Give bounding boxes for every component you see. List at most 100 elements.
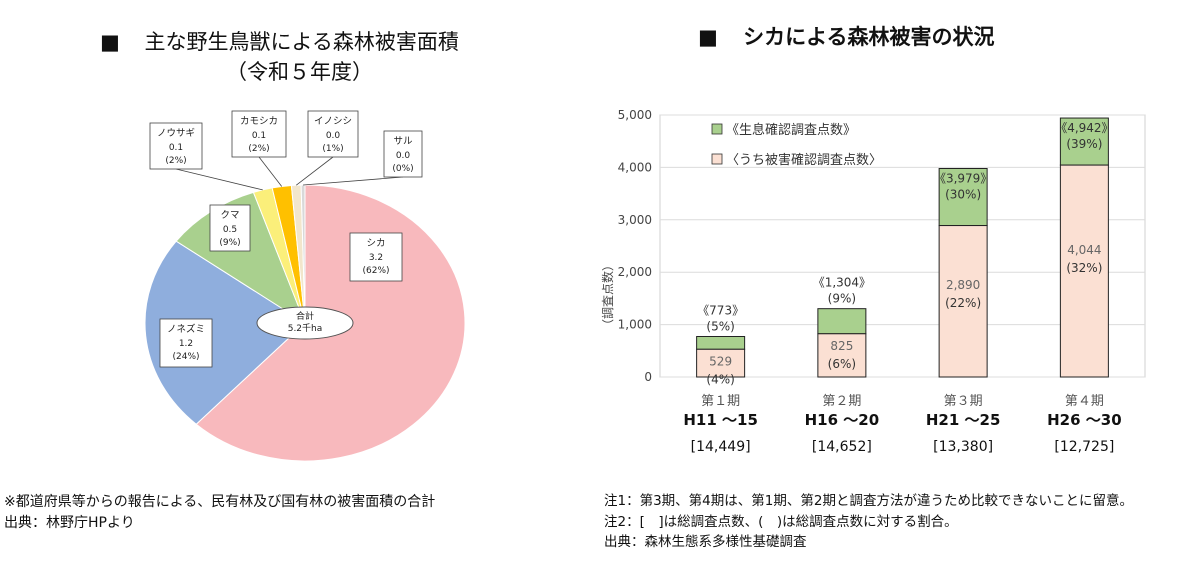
pie-leader-lines	[175, 156, 404, 191]
bar-x-years-1: H16 ～20	[805, 411, 880, 429]
bar-x-total-3: [12,725]	[1054, 439, 1114, 455]
bar-total-label-1: 《1,304》	[813, 276, 871, 290]
bar-y-tick-5: 5,000	[618, 108, 652, 122]
pie-note-1: ※都道府県等からの報告による、民有林及び国有林の被害面積の合計	[4, 494, 436, 510]
bar-x-period-1: 第２期	[822, 394, 861, 409]
pie-label-value-3: 0.1	[169, 143, 183, 153]
bar-total-percent-2: (30%)	[945, 188, 981, 202]
pie-chart: シカ 3.2 (62%) ノネズミ 1.2 (24%) クマ 0.5 (9%) ノウサギ 0.1 (2…	[144, 110, 466, 462]
pie-label-value-6: 0.0	[396, 151, 411, 161]
bar-total-3	[1059, 117, 1109, 166]
bar-damage-label-1: 825	[830, 339, 853, 353]
pie-center-label-line2: 5.2千ha	[288, 323, 323, 334]
bar-damage-label-2: 2,890	[946, 278, 980, 292]
pie-label-box-0	[349, 232, 403, 282]
pie-label-value-5: 0.0	[326, 131, 341, 141]
bar-damage-0	[696, 348, 746, 378]
pie-title-text: 主な野生鳥獣による森林被害面積	[144, 30, 459, 54]
pie-label-box-2	[209, 204, 251, 252]
pie-leader-line-6	[303, 176, 404, 186]
bar-damage-percent-1: (6%)	[828, 357, 856, 371]
pie-label-percent-3: (2%)	[165, 156, 186, 166]
bar-total-label-0: 《773》	[697, 303, 744, 317]
pie-leader-line-4	[258, 156, 283, 187]
bar-x-period-3: 第４期	[1065, 394, 1104, 409]
pie-label-percent-4: (2%)	[248, 144, 269, 154]
pie-label-name-2: クマ	[220, 210, 239, 221]
bar-y-tick-2: 2,000	[618, 265, 652, 279]
bar-damage-percent-3: (32%)	[1066, 261, 1102, 275]
legend-label-1: 〈うち被害確認調査点数〉	[726, 152, 882, 168]
pie-label-box-3	[149, 122, 203, 170]
pie-label-name-0: シカ	[366, 238, 385, 249]
bar-note-2: 注2：[ ]は総調査点数、( )は総調査点数に対する割合。	[604, 514, 958, 530]
legend-label-0: 《生息確認調査点数》	[726, 122, 856, 138]
pie-label-name-6: サル	[393, 136, 413, 147]
bar-total-percent-1: (9%)	[828, 292, 856, 306]
bar-x-total-2: [13,380]	[933, 439, 993, 455]
pie-label-box-4	[231, 110, 287, 158]
bar-x-years-0: H11 ～15	[683, 411, 758, 429]
bar-x-years-3: H26 ～30	[1047, 411, 1122, 429]
legend-swatch-0	[711, 123, 723, 135]
bar-damage-label-3: 4,044	[1067, 243, 1101, 257]
bar-y-axis-label: （調査点数）	[600, 259, 615, 331]
bar-damage-3	[1059, 164, 1109, 378]
pie-label-box-1	[159, 318, 213, 368]
pie-label-box-5	[307, 110, 359, 158]
bar-damage-2	[938, 225, 988, 378]
pie-labels: シカ 3.2 (62%) ノネズミ 1.2 (24%) クマ 0.5 (9%) ノウサギ 0.1 (2…	[149, 110, 423, 368]
bar-damage-1	[817, 333, 867, 378]
bar-total-percent-3: (39%)	[1066, 137, 1102, 151]
bar-title-bullet: ■	[698, 25, 718, 49]
pie-subtitle: （令和５年度）	[226, 60, 373, 84]
pie-title: ■ 主な野生鳥獣による森林被害面積	[100, 26, 459, 56]
bar-x-total-0: [14,449]	[691, 439, 751, 455]
pie-label-value-4: 0.1	[252, 131, 266, 141]
pie-label-value-2: 0.5	[223, 225, 237, 235]
pie-label-percent-6: (0%)	[392, 164, 413, 174]
bar-chart: 0 1,000 2,000 3,000 4,000 5,000 （調査点数） 《生息確認調…	[600, 108, 1146, 455]
legend-swatch-1	[711, 153, 723, 165]
bar-damage-label-0: 529	[709, 354, 732, 368]
bar-total-0	[696, 335, 746, 350]
bar-bars	[696, 117, 1109, 378]
pie-label-percent-2: (9%)	[219, 238, 240, 248]
pie-title-bullet: ■	[100, 30, 120, 54]
pie-label-name-5: イノシシ	[314, 116, 352, 127]
bar-total-2	[938, 168, 988, 227]
bar-x-total-1: [14,652]	[812, 439, 872, 455]
pie-slice-1	[144, 240, 306, 425]
bar-y-tick-labels: 0 1,000 2,000 3,000 4,000 5,000	[618, 108, 652, 384]
bar-data-labels: 《773》 (5%) 529 (4%) 《1,304》 (9%) 825 (6%) 《3,979…	[697, 121, 1113, 386]
bar-x-period-0: 第１期	[701, 394, 740, 409]
bar-y-tick-3: 3,000	[618, 213, 652, 227]
pie-label-percent-5: (1%)	[322, 144, 343, 154]
pie-leader-line-5	[296, 156, 334, 186]
bar-title-text: シカによる森林被害の状況	[743, 25, 995, 49]
bar-total-label-3: 《4,942》	[1055, 121, 1113, 135]
bar-damage-percent-0: (4%)	[706, 372, 734, 386]
pie-label-box-6	[383, 130, 423, 178]
pie-center-badge	[256, 306, 354, 340]
bar-damage-percent-2: (22%)	[945, 296, 981, 310]
bar-y-tick-0: 0	[644, 370, 652, 384]
bar-note-3: 出典：森林生態系多様性基礎調査	[604, 534, 807, 550]
pie-label-name-3: ノウサギ	[157, 128, 195, 139]
bar-total-percent-0: (5%)	[706, 319, 734, 333]
pie-label-value-1: 1.2	[179, 339, 193, 349]
pie-center-label-line1: 合計	[296, 310, 314, 322]
pie-label-percent-1: (24%)	[172, 352, 199, 362]
bar-x-categories: 第１期 H11 ～15 [14,449] 第２期 H16 ～20 [14,652] 第３期 H…	[683, 394, 1121, 455]
pie-label-percent-0: (62%)	[362, 266, 389, 276]
pie-label-name-1: ノネズミ	[167, 323, 205, 335]
bar-y-tick-4: 4,000	[618, 160, 652, 174]
bar-x-period-2: 第３期	[944, 394, 983, 409]
bar-y-tick-1: 1,000	[618, 318, 652, 332]
pie-label-value-0: 3.2	[369, 253, 383, 263]
bar-total-1	[817, 308, 867, 335]
bar-title: ■ シカによる森林被害の状況	[698, 21, 995, 51]
bar-x-years-2: H21 ～25	[926, 411, 1001, 429]
bar-total-label-2: 《3,979》	[934, 172, 992, 186]
bar-note-1: 注1：第3期、第4期は、第1期、第2期と調査方法が違うため比較できないことに留意…	[604, 493, 1133, 509]
